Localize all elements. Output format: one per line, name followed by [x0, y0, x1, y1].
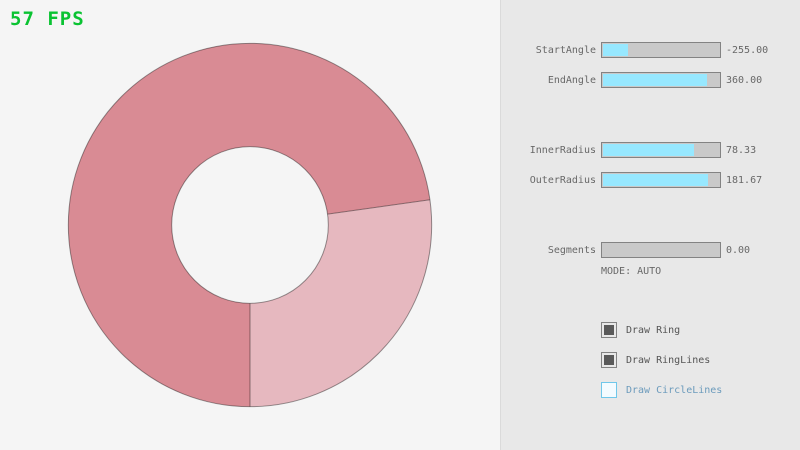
- slider-row-inner-radius: InnerRadius 78.33: [501, 140, 800, 160]
- outer-radius-slider[interactable]: [601, 172, 721, 188]
- ring-cap-line-start: [327, 199, 430, 215]
- outer-radius-slider-fill: [603, 174, 709, 186]
- checkbox-draw-ringlines[interactable]: Draw RingLines: [601, 352, 710, 368]
- draw-circlelines-checkbox[interactable]: [601, 382, 617, 398]
- segments-value: 0.00: [726, 244, 751, 256]
- draw-ring-label: Draw Ring: [626, 324, 681, 336]
- inner-radius-slider-fill: [603, 144, 694, 156]
- checkbox-draw-circlelines[interactable]: Draw CircleLines: [601, 382, 722, 398]
- ring-sector-dark: [68, 43, 430, 407]
- slider-row-outer-radius: OuterRadius 181.67: [501, 170, 800, 190]
- slider-row-start-angle: StartAngle -255.00: [501, 40, 800, 60]
- draw-ring-checkbox-check: [604, 325, 614, 335]
- draw-circlelines-label: Draw CircleLines: [626, 384, 723, 396]
- start-angle-slider-fill: [603, 44, 629, 56]
- control-panel: StartAngle -255.00 EndAngle 360.00 Inner…: [500, 0, 800, 450]
- segments-label: Segments: [547, 244, 596, 256]
- segments-mode-text: MODE: AUTO: [601, 266, 662, 277]
- inner-radius-slider[interactable]: [601, 142, 721, 158]
- slider-row-end-angle: EndAngle 360.00: [501, 70, 800, 90]
- draw-ringlines-checkbox-check: [604, 355, 614, 365]
- ring-outer-outline: [67, 42, 433, 408]
- outer-radius-value: 181.67: [726, 174, 763, 186]
- draw-ringlines-checkbox[interactable]: [601, 352, 617, 368]
- ring-inner-outline: [171, 146, 329, 304]
- end-angle-label: EndAngle: [547, 74, 596, 86]
- start-angle-slider[interactable]: [601, 42, 721, 58]
- segments-slider[interactable]: [601, 242, 721, 258]
- draw-ring-checkbox[interactable]: [601, 322, 617, 338]
- end-angle-slider[interactable]: [601, 72, 721, 88]
- draw-circlelines-checkbox-check: [604, 385, 614, 395]
- ring-sector-light: [250, 199, 432, 407]
- end-angle-slider-fill: [603, 74, 708, 86]
- start-angle-value: -255.00: [726, 44, 769, 56]
- inner-radius-label: InnerRadius: [529, 144, 596, 156]
- fps-counter: 57 FPS: [10, 8, 85, 30]
- draw-ringlines-label: Draw RingLines: [626, 354, 711, 366]
- outer-radius-label: OuterRadius: [529, 174, 596, 186]
- checkbox-draw-ring[interactable]: Draw Ring: [601, 322, 680, 338]
- start-angle-label: StartAngle: [535, 44, 596, 56]
- ring-chart: [67, 42, 433, 408]
- end-angle-value: 360.00: [726, 74, 763, 86]
- slider-row-segments: Segments 0.00: [501, 240, 800, 260]
- inner-radius-value: 78.33: [726, 144, 757, 156]
